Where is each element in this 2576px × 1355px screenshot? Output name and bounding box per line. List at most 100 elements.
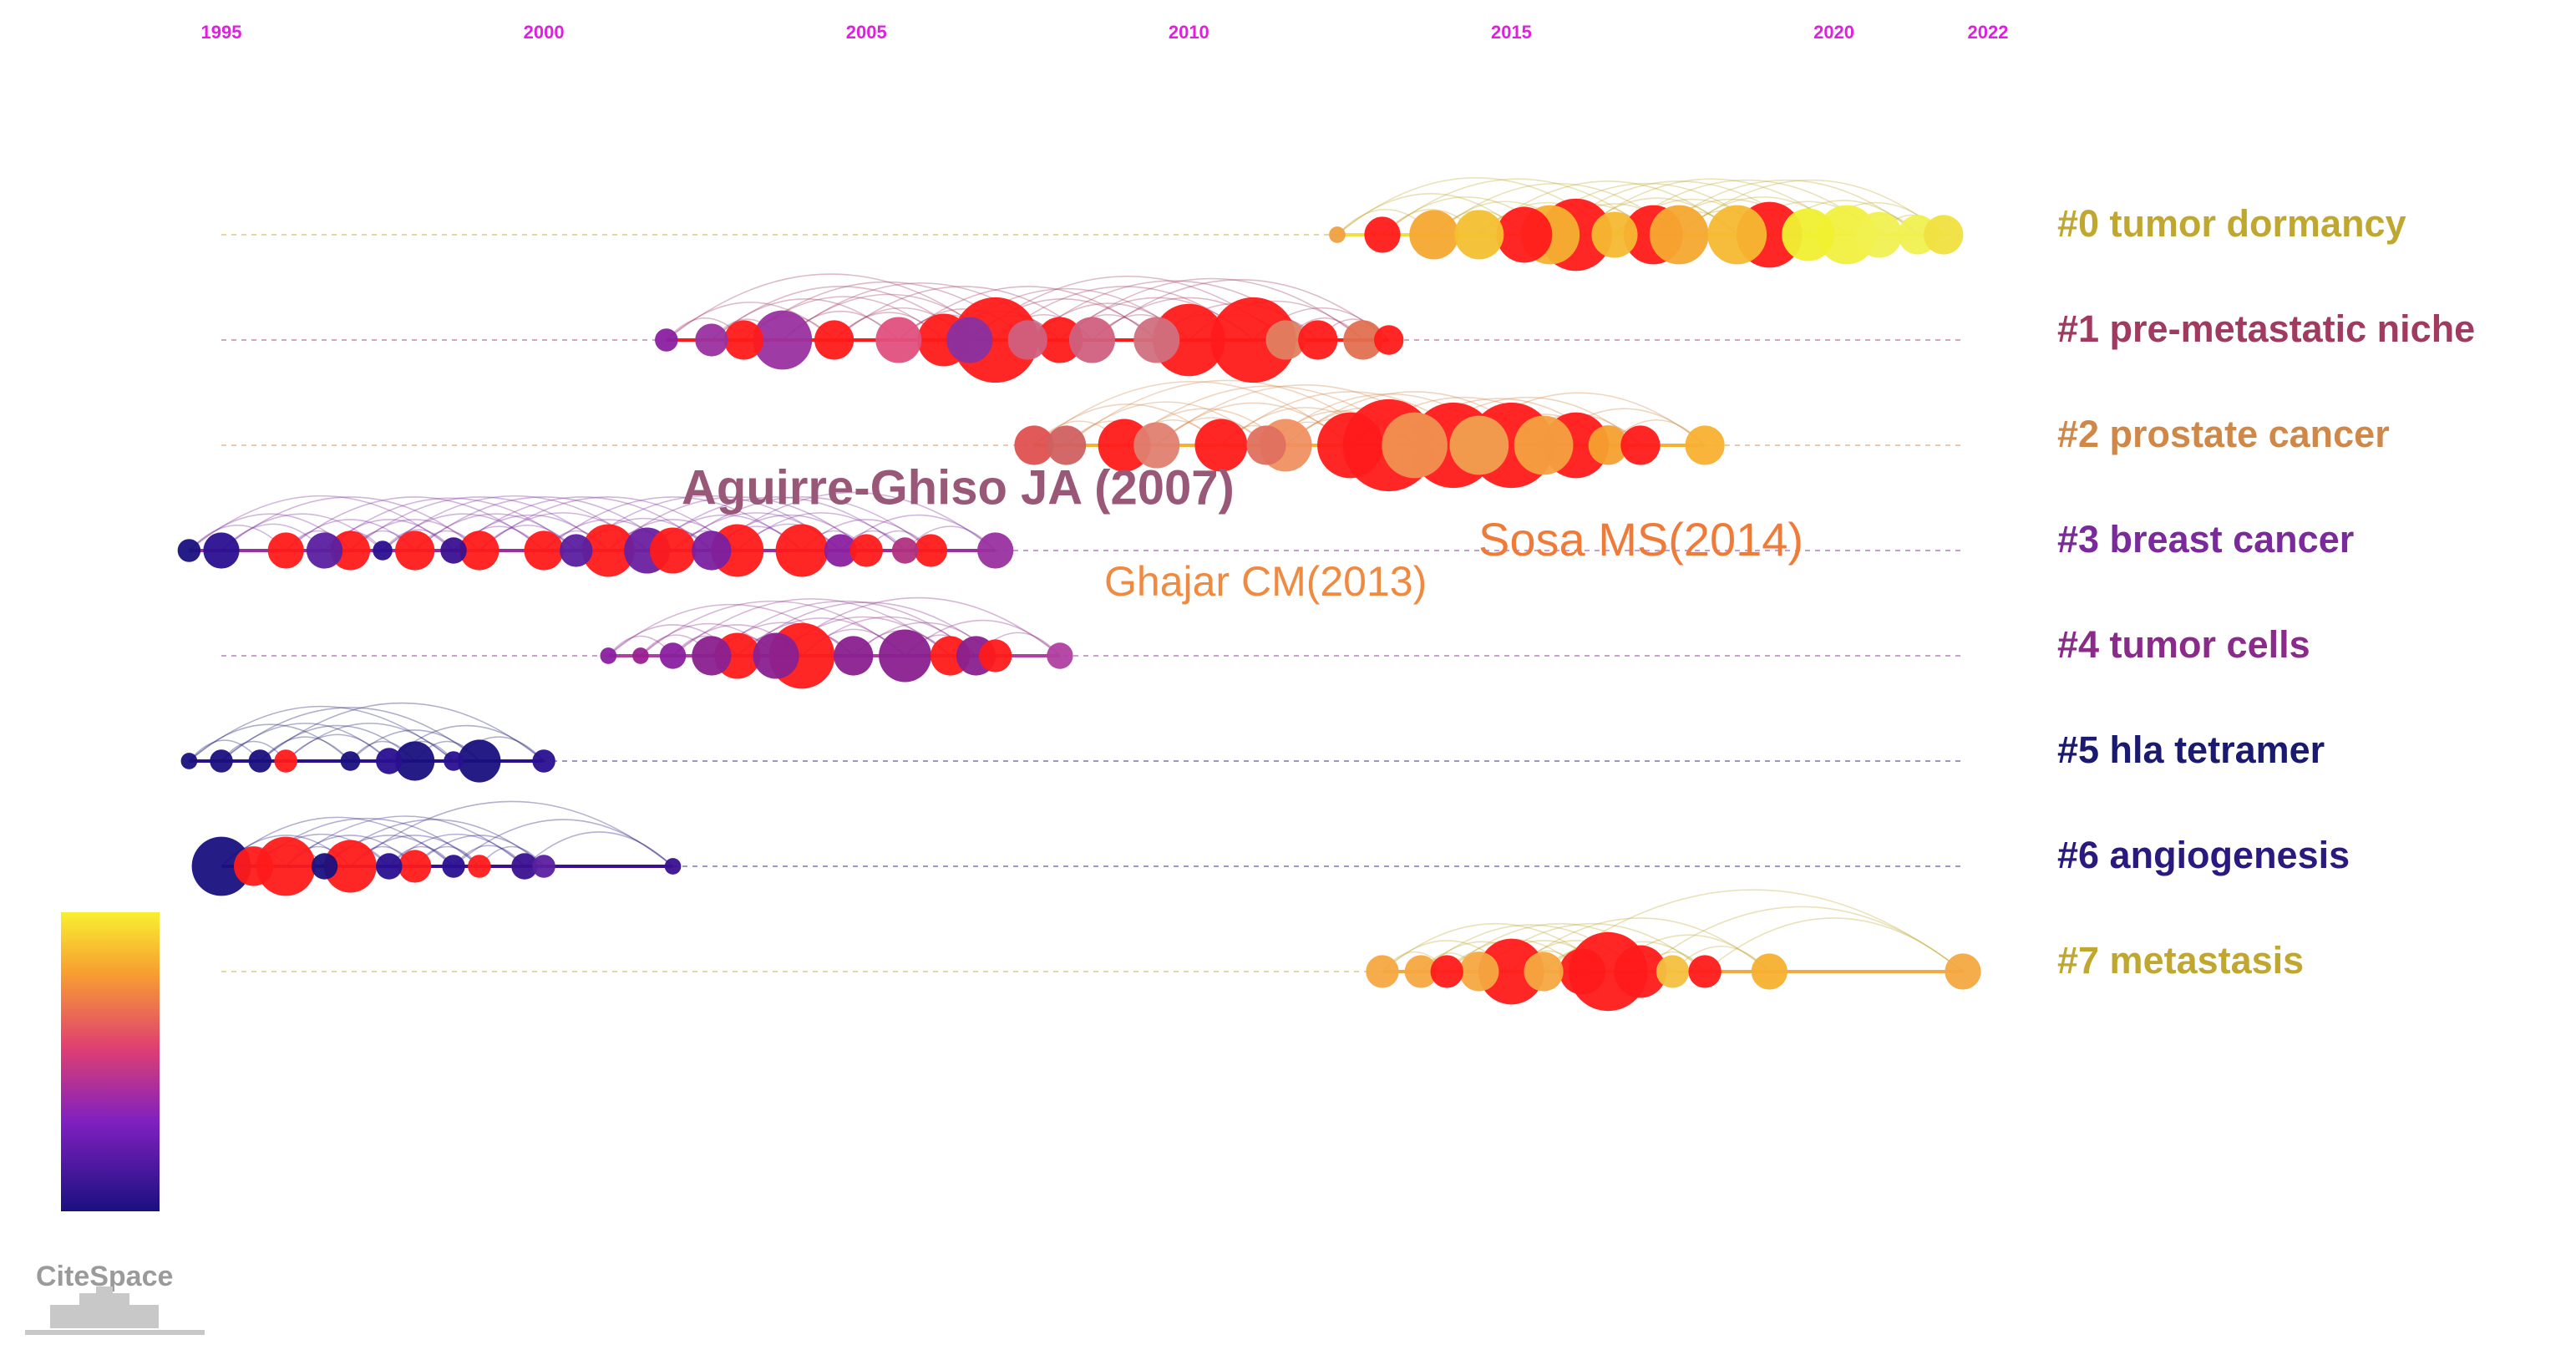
- node: [234, 846, 274, 886]
- node: [1364, 216, 1401, 253]
- node: [203, 532, 240, 569]
- node: [1478, 938, 1544, 1005]
- x-tick-label: 2022: [1968, 22, 2009, 43]
- node: [180, 753, 198, 769]
- link-arc: [1059, 277, 1364, 341]
- link-arc: [414, 835, 545, 867]
- node: [1524, 952, 1564, 992]
- node: [1459, 952, 1499, 992]
- node: [753, 632, 799, 679]
- link-arc: [666, 273, 996, 341]
- node: [600, 647, 617, 664]
- link-arc: [188, 705, 454, 762]
- node: [306, 532, 343, 569]
- cluster-rows: [177, 198, 1981, 1012]
- node: [468, 855, 491, 878]
- node: [977, 532, 1014, 569]
- node: [1514, 415, 1574, 475]
- link-arc: [524, 831, 674, 867]
- node: [914, 534, 948, 567]
- link-arc: [737, 617, 906, 657]
- node: [524, 530, 564, 571]
- link-arc: [479, 496, 738, 551]
- node: [532, 855, 555, 878]
- cluster-label: #2 prostate cancer: [2057, 413, 2390, 455]
- cluster-label: #4 tumor cells: [2057, 623, 2310, 666]
- node: [1317, 412, 1383, 479]
- node: [891, 537, 919, 564]
- node: [458, 739, 501, 783]
- cluster-label: #3 breast cancer: [2057, 518, 2354, 561]
- x-tick-label: 2000: [524, 22, 565, 43]
- link-arc: [221, 816, 454, 867]
- node: [210, 749, 233, 773]
- link-arc: [711, 298, 900, 341]
- node: [323, 840, 377, 893]
- node: [695, 323, 728, 357]
- link-arc: [1066, 401, 1267, 446]
- cluster-label: #1 pre-metastatic niche: [2057, 307, 2475, 350]
- x-tick-label: 2015: [1491, 22, 1532, 43]
- annotation: Aguirre-Ghiso JA (2007): [682, 460, 1235, 515]
- node: [659, 642, 687, 669]
- node: [1246, 425, 1286, 465]
- link-arc: [1336, 193, 1525, 236]
- link-arc: [898, 286, 1158, 341]
- link-arc: [1543, 889, 1964, 972]
- link-arc: [711, 491, 996, 551]
- node: [946, 317, 993, 363]
- node: [664, 858, 682, 875]
- node: [177, 539, 201, 562]
- annotation: Ghajar CM(2013): [1104, 558, 1427, 605]
- node: [560, 534, 593, 567]
- color-bar: [61, 912, 160, 1211]
- logo-icon: [25, 1286, 205, 1335]
- cluster-label: #7 metastasis: [2057, 939, 2304, 982]
- link-arc: [1092, 279, 1390, 341]
- link-arc: [666, 302, 835, 341]
- link-arc: [382, 513, 545, 551]
- node: [723, 320, 764, 360]
- link-arc: [1704, 917, 1964, 972]
- node: [1404, 955, 1438, 988]
- cluster-label: #6 angiogenesis: [2057, 834, 2350, 876]
- node: [875, 317, 922, 363]
- node: [376, 853, 403, 880]
- node: [248, 749, 272, 773]
- link-arc: [349, 496, 609, 551]
- node: [1751, 953, 1787, 990]
- node: [775, 524, 829, 577]
- node: [1614, 945, 1667, 998]
- link-arc: [453, 496, 712, 551]
- link-arc: [672, 598, 951, 657]
- node: [1688, 955, 1722, 988]
- node: [395, 530, 435, 571]
- link-arc: [285, 723, 454, 762]
- link-arc: [839, 514, 996, 551]
- node: [191, 836, 251, 896]
- node: [1343, 320, 1383, 360]
- node: [1298, 320, 1338, 360]
- node: [1007, 320, 1047, 360]
- link-arc: [349, 519, 480, 551]
- node: [849, 534, 883, 567]
- link-arc: [711, 600, 976, 657]
- node: [824, 534, 858, 567]
- link-arc: [1678, 179, 1945, 236]
- link-arc: [324, 497, 577, 551]
- link-arc: [285, 519, 416, 551]
- node: [1430, 955, 1463, 988]
- node: [1856, 211, 1903, 258]
- node: [1014, 425, 1054, 465]
- node: [1707, 205, 1767, 265]
- node: [511, 853, 538, 880]
- link-arc: [285, 815, 525, 867]
- node: [340, 751, 361, 771]
- link-arc: [259, 736, 351, 762]
- citation-links: [188, 177, 1964, 972]
- link-arc: [453, 819, 674, 867]
- cluster-label: #0 tumor dormancy: [2057, 202, 2406, 245]
- link-arc: [1033, 381, 1351, 446]
- link-arc: [737, 601, 996, 657]
